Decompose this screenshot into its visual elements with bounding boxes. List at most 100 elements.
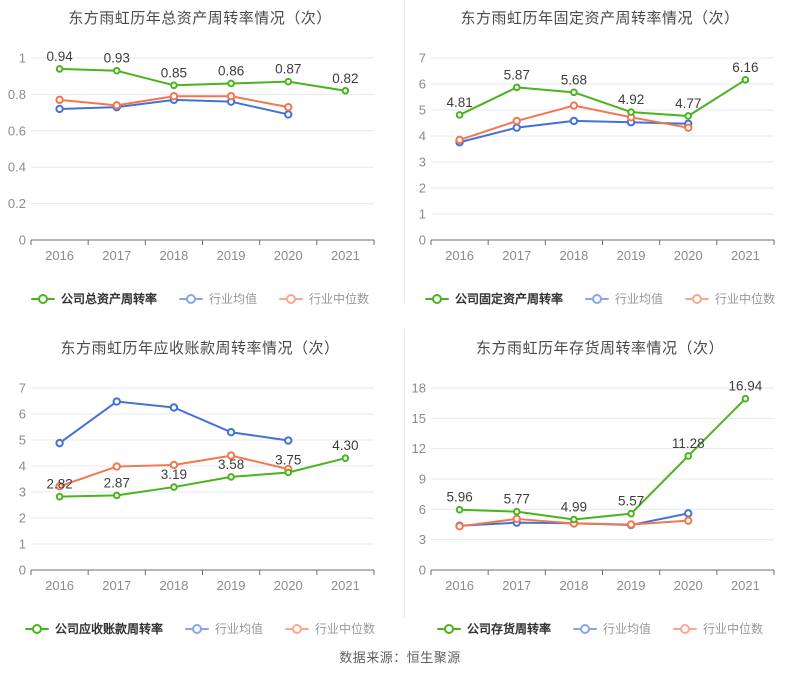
industry-median-data-point [512,514,521,524]
chart-plot: 0 1 2 3 4 5 6 7 2016 2017 2018 2019 2020 2021 2.82 2.87… [19,381,375,593]
legend-label: 行业中位数 [309,292,370,306]
industry-mean-data-point [55,438,64,448]
data-point-label: 0.82 [332,71,358,86]
industry-median-data-point [169,92,179,101]
company-data-point [112,66,121,75]
data-point-label: 5.68 [561,72,587,87]
legend-item-company[interactable]: 公司应收账款周转率 [24,620,163,637]
chart-legend: 公司存货周转率 行业均值 行业中位数 [400,620,800,637]
legend-label: 行业均值 [602,622,651,636]
y-axis-tick-label: 3 [19,485,26,500]
x-axis-tick-label: 2016 [45,248,74,263]
legend-item-industry-median[interactable]: 行业中位数 [279,290,369,307]
industry-median-data-point [55,482,64,491]
company-series-line [459,398,747,521]
chart-title: 东方雨虹历年总资产周转率情况（次） [68,10,332,27]
chart-plot: 0 1 2 3 4 5 6 7 2016 2017 2018 2019 2020 2021 4.81 5.87… [419,51,775,263]
chart-plot: 0 0.2 0.4 0.6 0.8 1 2016 2017 2018 2019 2020 2021 0.… [8,49,375,263]
y-axis-tick-label: 0 [19,233,26,248]
legend-label: 行业中位数 [315,622,376,636]
legend-label: 行业均值 [614,292,663,306]
data-point-label: 2.87 [104,475,130,490]
legend-item-industry-median[interactable]: 行业中位数 [285,620,375,637]
x-axis-tick-label: 2021 [331,248,360,263]
industry-median-data-point [169,460,179,470]
company-data-point [512,507,521,516]
x-axis-tick-label: 2018 [559,248,588,263]
data-point-label: 16.94 [729,379,763,394]
x-axis-tick-label: 2021 [731,578,760,593]
legend-item-industry-median[interactable]: 行业中位数 [673,620,763,637]
legend-item-industry-mean[interactable]: 行业均值 [572,620,651,637]
company-data-point [570,515,578,524]
industry-mean-data-point [569,116,579,126]
industry-median-marker-icon [685,293,709,304]
y-axis-tick-label: 5 [19,433,26,448]
y-axis-tick-label: 18 [412,381,426,396]
data-point-label: 4.30 [332,438,358,453]
y-axis-tick-label: 7 [19,381,26,396]
y-axis-tick-label: 1 [19,537,26,552]
x-axis-tick-label: 2020 [674,578,703,593]
x-axis-tick-label: 2016 [445,248,474,263]
company-data-point [227,473,235,481]
chart-title: 东方雨虹历年固定资产周转率情况（次） [460,10,740,27]
company-series-line [59,67,346,92]
legend-label: 行业中位数 [715,292,776,306]
company-data-point [341,454,350,462]
legend-item-industry-median[interactable]: 行业中位数 [685,290,775,307]
legend-item-company[interactable]: 公司固定资产周转率 [424,290,563,307]
industry-mean-data-point [284,436,293,445]
company-data-point [741,394,750,403]
company-series-marker-icon [424,293,449,304]
y-axis-tick-label: 12 [412,441,426,456]
industry-median-data-point [455,522,464,531]
y-axis-tick-label: 0 [19,563,26,578]
legend-label: 行业均值 [208,292,257,306]
x-axis-tick-label: 2016 [445,578,474,593]
industry-median-marker-icon [279,293,303,304]
legend-label: 公司固定资产周转率 [454,292,563,306]
y-axis-tick-label: 0.6 [8,123,26,138]
industry-mean-data-point [55,104,64,114]
y-axis-tick-label: 3 [419,155,426,170]
industry-mean-data-point [226,428,236,437]
legend-item-industry-mean[interactable]: 行业均值 [184,620,263,637]
x-axis-tick-label: 2021 [731,248,760,263]
industry-median-data-point [626,520,636,529]
company-series-line [59,457,346,498]
legend-item-industry-mean[interactable]: 行业均值 [178,290,257,307]
x-axis-tick-label: 2020 [274,578,303,593]
company-data-point [341,86,350,95]
company-data-point [55,65,64,73]
chart-plot: 0 3 6 9 12 15 18 2016 2017 2018 2019 2020 2021 5.96 5.… [412,379,775,593]
y-axis-tick-label: 15 [412,411,426,426]
y-axis-tick-label: 0.4 [8,160,26,175]
y-axis-tick-label: 1 [419,207,426,222]
legend-item-company[interactable]: 公司存货周转率 [436,620,551,637]
company-data-point [55,492,64,501]
data-point-label: 11.28 [672,436,705,451]
company-data-point [170,483,178,491]
industry-mean-marker-icon [178,293,203,304]
panel-divider [404,330,405,618]
y-axis-tick-label: 6 [419,77,426,92]
legend-item-industry-mean[interactable]: 行业均值 [584,290,663,307]
panel-divider [404,0,405,303]
data-point-label: 4.81 [446,95,472,110]
company-data-point [227,79,235,88]
legend-item-company[interactable]: 公司总资产周转率 [30,290,157,307]
data-point-label: 5.57 [618,494,644,509]
legend-label: 公司存货周转率 [466,622,551,636]
x-axis-tick-label: 2019 [217,578,246,593]
data-point-label: 0.93 [104,51,130,66]
x-axis-tick-label: 2020 [674,248,703,263]
company-data-point [284,77,293,86]
y-axis-tick-label: 3 [419,532,426,547]
industry-median-data-point [55,95,64,105]
company-data-point [170,81,178,90]
data-point-label: 0.87 [275,62,301,77]
y-axis-tick-label: 0.8 [8,87,26,102]
chart-title: 东方雨虹历年应收账款周转率情况（次） [60,340,340,357]
industry-mean-data-point [512,123,521,132]
